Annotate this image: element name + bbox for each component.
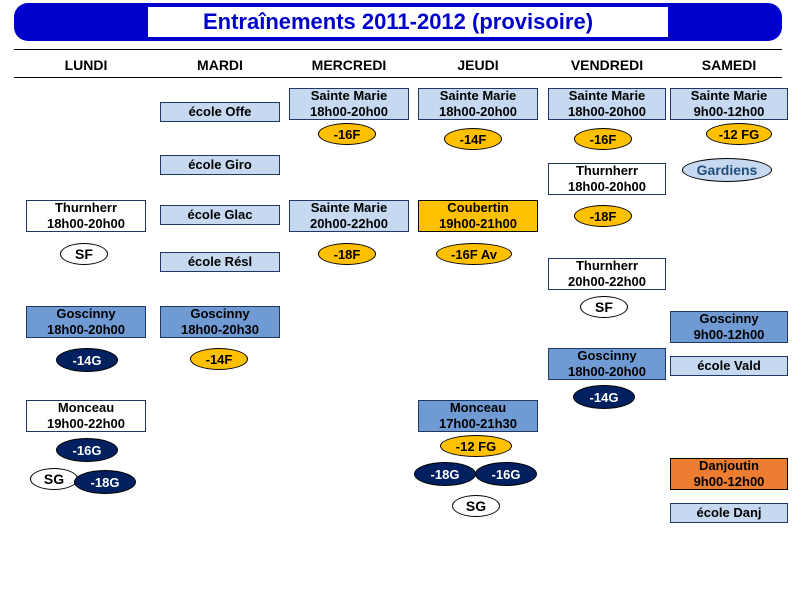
slot-sam-vald-l0: école Vald (697, 358, 761, 374)
slot-ven-thurn1: Thurnherr18h00-20h00 (548, 163, 666, 195)
badge-ov-18g-lun: -18G (74, 470, 136, 494)
slot-lun-monc-l0: Monceau (58, 400, 114, 416)
slot-ven-thurn2-l1: 20h00-22h00 (568, 274, 646, 290)
day-header-5: SAMEDI (670, 54, 788, 76)
slot-jeu-monc: Monceau17h00-21h30 (418, 400, 538, 432)
slot-sam-sm1-l0: Sainte Marie (691, 88, 768, 104)
slot-mer-sm2: Sainte Marie20h00-22h00 (289, 200, 409, 232)
day-header-4: VENDREDI (548, 54, 666, 76)
slot-lun-gosc-l0: Goscinny (56, 306, 115, 322)
slot-ven-sm1-l1: 18h00-20h00 (568, 104, 646, 120)
badge-ov-14f-jeu: -14F (444, 128, 502, 150)
slot-mar-offe-l0: école Offe (189, 104, 252, 120)
badge-ov-12fg-sam: -12 FG (706, 123, 772, 145)
slot-ven-thurn1-l0: Thurnherr (576, 163, 638, 179)
badge-ov-16g-lun: -16G (56, 438, 118, 462)
slot-mar-gosc: Goscinny18h00-20h30 (160, 306, 280, 338)
slot-jeu-monc-l1: 17h00-21h30 (439, 416, 517, 432)
slot-mer-sm2-l0: Sainte Marie (311, 200, 388, 216)
slot-sam-sm1: Sainte Marie9h00-12h00 (670, 88, 788, 120)
slot-jeu-sm1-l0: Sainte Marie (440, 88, 517, 104)
slot-jeu-sm1: Sainte Marie18h00-20h00 (418, 88, 538, 120)
slot-mer-sm1: Sainte Marie18h00-20h00 (289, 88, 409, 120)
day-header-0: LUNDI (26, 54, 146, 76)
slot-lun-monc: Monceau19h00-22h00 (26, 400, 146, 432)
badge-ov-14f-mar: -14F (190, 348, 248, 370)
slot-sam-danj2: école Danj (670, 503, 788, 523)
slot-lun-thurn: Thurnherr18h00-20h00 (26, 200, 146, 232)
badge-ov-sg-lun: SG (30, 468, 78, 490)
slot-ven-gosc-l1: 18h00-20h00 (568, 364, 646, 380)
slot-mer-sm1-l0: Sainte Marie (311, 88, 388, 104)
slot-ven-gosc: Goscinny18h00-20h00 (548, 348, 666, 380)
slot-lun-gosc-l1: 18h00-20h00 (47, 322, 125, 338)
badge-ov-16g-jeu: -16G (475, 462, 537, 486)
slot-mar-gosc-l1: 18h00-20h30 (181, 322, 259, 338)
slot-sam-gosc: Goscinny9h00-12h00 (670, 311, 788, 343)
day-header-3: JEUDI (418, 54, 538, 76)
badge-ov-16f-ven: -16F (574, 128, 632, 150)
badge-ov-16f-mer: -16F (318, 123, 376, 145)
badge-ov-sf-lun: SF (60, 243, 108, 265)
header-rule-1 (14, 77, 782, 78)
badge-ov-18f-mer: -18F (318, 243, 376, 265)
slot-sam-danj-l1: 9h00-12h00 (694, 474, 765, 490)
slot-mar-giro: école Giro (160, 155, 280, 175)
slot-ven-thurn2: Thurnherr20h00-22h00 (548, 258, 666, 290)
badge-ov-gardiens: Gardiens (682, 158, 772, 182)
day-header-2: MERCREDI (289, 54, 409, 76)
slot-ven-gosc-l0: Goscinny (577, 348, 636, 364)
slot-sam-danj: Danjoutin9h00-12h00 (670, 458, 788, 490)
badge-ov-sf-ven: SF (580, 296, 628, 318)
badge-ov-16fav: -16F Av (436, 243, 512, 265)
page-title: Entraînements 2011-2012 (provisoire) (14, 9, 782, 35)
slot-mer-sm2-l1: 20h00-22h00 (310, 216, 388, 232)
slot-jeu-coub-l0: Coubertin (447, 200, 508, 216)
slot-sam-danj2-l0: école Danj (696, 505, 761, 521)
slot-mar-glac-l0: école Glac (187, 207, 252, 223)
slot-jeu-sm1-l1: 18h00-20h00 (439, 104, 517, 120)
slot-ven-thurn1-l1: 18h00-20h00 (568, 179, 646, 195)
badge-ov-12fg-jeu: -12 FG (440, 435, 512, 457)
slot-jeu-coub-l1: 19h00-21h00 (439, 216, 517, 232)
day-header-1: MARDI (160, 54, 280, 76)
slot-mar-glac: école Glac (160, 205, 280, 225)
slot-sam-gosc-l1: 9h00-12h00 (694, 327, 765, 343)
badge-ov-18g-jeu: -18G (414, 462, 476, 486)
slot-mar-gosc-l0: Goscinny (190, 306, 249, 322)
slot-mar-resl-l0: école Résl (188, 254, 252, 270)
slot-jeu-monc-l0: Monceau (450, 400, 506, 416)
slot-ven-sm1-l0: Sainte Marie (569, 88, 646, 104)
slot-lun-gosc: Goscinny18h00-20h00 (26, 306, 146, 338)
slot-mar-giro-l0: école Giro (188, 157, 252, 173)
slot-ven-thurn2-l0: Thurnherr (576, 258, 638, 274)
slot-ven-sm1: Sainte Marie18h00-20h00 (548, 88, 666, 120)
slot-sam-gosc-l0: Goscinny (699, 311, 758, 327)
title-bar-outer: Entraînements 2011-2012 (provisoire) (14, 3, 782, 41)
slot-mer-sm1-l1: 18h00-20h00 (310, 104, 388, 120)
badge-ov-14g-lun: -14G (56, 348, 118, 372)
slot-lun-monc-l1: 19h00-22h00 (47, 416, 125, 432)
slot-sam-vald: école Vald (670, 356, 788, 376)
badge-ov-sg-jeu: SG (452, 495, 500, 517)
slot-sam-danj-l0: Danjoutin (699, 458, 759, 474)
slot-jeu-coub: Coubertin19h00-21h00 (418, 200, 538, 232)
slot-lun-thurn-l0: Thurnherr (55, 200, 117, 216)
slot-lun-thurn-l1: 18h00-20h00 (47, 216, 125, 232)
header-rule-0 (14, 49, 782, 50)
badge-ov-18f-ven: -18F (574, 205, 632, 227)
slot-mar-offe: école Offe (160, 102, 280, 122)
slot-mar-resl: école Résl (160, 252, 280, 272)
badge-ov-14g-ven: -14G (573, 385, 635, 409)
slot-sam-sm1-l1: 9h00-12h00 (694, 104, 765, 120)
